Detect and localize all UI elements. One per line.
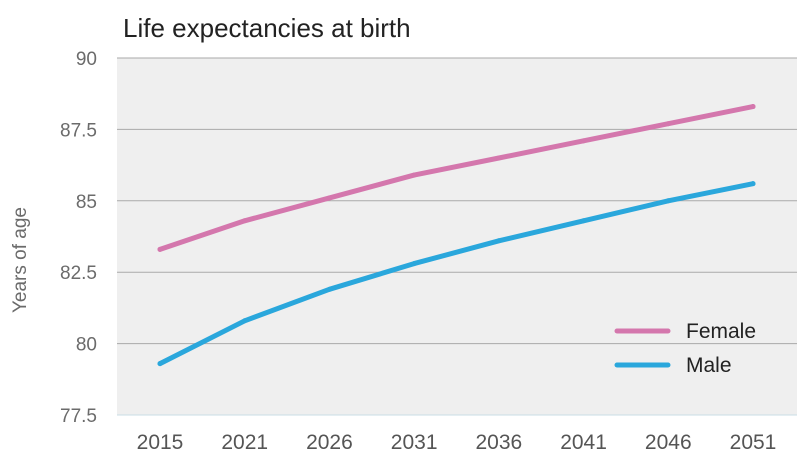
data-point-male bbox=[157, 361, 163, 367]
data-point-female bbox=[411, 172, 417, 178]
data-point-male bbox=[665, 198, 671, 204]
x-tick-label: 2046 bbox=[645, 431, 692, 454]
data-point-male bbox=[750, 181, 756, 187]
x-tick-label: 2041 bbox=[560, 431, 607, 454]
data-point-female bbox=[581, 138, 587, 144]
y-tick-label: 85 bbox=[76, 192, 97, 213]
data-point-male bbox=[411, 261, 417, 267]
data-point-male bbox=[581, 218, 587, 224]
y-axis-ticks: 77.5 80 82.5 85 87.5 90 bbox=[60, 49, 97, 427]
y-axis-label: Years of age bbox=[10, 207, 31, 313]
data-point-male bbox=[242, 318, 248, 324]
legend: Female Male bbox=[614, 320, 756, 377]
data-point-male bbox=[326, 286, 332, 292]
y-tick-label: 82.5 bbox=[60, 263, 97, 284]
data-point-female bbox=[665, 121, 671, 127]
y-tick-label: 90 bbox=[76, 49, 97, 70]
y-tick-label: 87.5 bbox=[60, 120, 97, 141]
x-tick-label: 2051 bbox=[730, 431, 777, 454]
plot-area bbox=[117, 58, 797, 415]
x-tick-label: 2026 bbox=[306, 431, 353, 454]
legend-label: Female bbox=[686, 320, 756, 343]
y-tick-label: 80 bbox=[76, 335, 97, 356]
data-point-female bbox=[750, 104, 756, 110]
gridlines bbox=[117, 57, 797, 416]
x-axis-ticks: 2015 2021 2026 2031 2036 2041 2046 2051 bbox=[137, 431, 777, 454]
x-tick-label: 2021 bbox=[221, 431, 268, 454]
series-line-female bbox=[157, 104, 756, 252]
x-tick-label: 2031 bbox=[391, 431, 438, 454]
data-point-female bbox=[157, 246, 163, 252]
data-point-male bbox=[496, 238, 502, 244]
legend-label: Male bbox=[686, 354, 732, 377]
data-point-female bbox=[496, 155, 502, 161]
y-tick-label: 77.5 bbox=[60, 406, 97, 427]
data-point-female bbox=[242, 218, 248, 224]
series-line-male bbox=[157, 181, 756, 367]
chart-title: Life expectancies at birth bbox=[123, 13, 411, 43]
series-lines bbox=[157, 104, 756, 367]
x-tick-label: 2015 bbox=[137, 431, 184, 454]
data-point-female bbox=[326, 195, 332, 201]
x-tick-label: 2036 bbox=[475, 431, 522, 454]
